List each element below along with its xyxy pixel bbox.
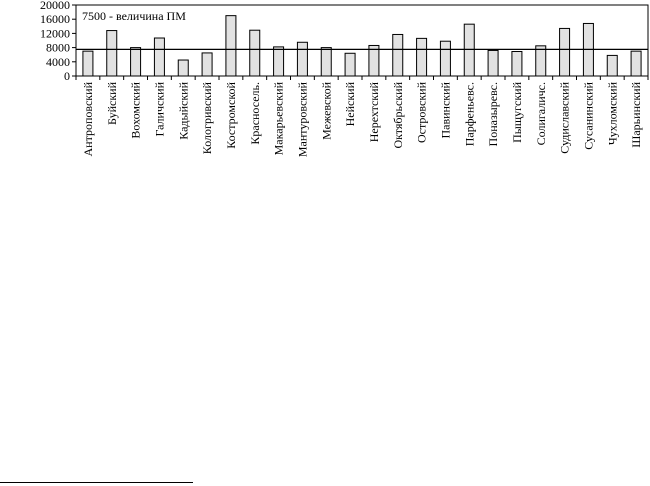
x-tick-label: Солигаличс. [534, 82, 548, 145]
x-tick-label: Красносель. [248, 82, 262, 145]
x-tick-label: Поназыревс. [486, 82, 500, 146]
y-tick-label: 0 [64, 69, 70, 83]
y-tick-label: 4000 [46, 55, 70, 69]
x-tick-label: Галичский [152, 81, 166, 136]
x-tick-label: Мантуровский [295, 81, 309, 157]
x-tick-label: Нейский [343, 81, 357, 126]
x-tick-label: Костромской [224, 81, 238, 148]
bar-24 [630, 50, 642, 77]
x-tick-label: Октябрьский [391, 81, 405, 148]
y-tick-label: 12000 [40, 26, 70, 40]
bar-13 [368, 44, 380, 77]
x-tick-label: Судиславский [558, 81, 572, 153]
x-tick-label: Буйский [105, 81, 119, 125]
bar-4 [153, 37, 165, 77]
bar-9 [273, 46, 285, 77]
x-axis: Антроповский Буйский Вохомский Галичский Кад… [75, 76, 649, 157]
bar-16 [439, 40, 451, 77]
bar-3 [130, 47, 142, 77]
bar-7 [225, 15, 237, 77]
x-tick-label: Парфеньевс. [462, 82, 476, 146]
bar-2 [106, 30, 118, 77]
bar-5 [177, 59, 189, 77]
x-tick-label: Нерехтский [367, 81, 381, 142]
bar-14 [392, 33, 404, 77]
x-tick-label: Макарьевский [272, 81, 286, 155]
bar-17 [463, 23, 475, 77]
y-tick-label: 8000 [46, 41, 70, 55]
bar-6 [201, 52, 213, 77]
footnote-separator [0, 482, 193, 483]
bar-11 [320, 47, 332, 77]
bars [82, 15, 642, 77]
x-tick-label: Пыщугский [510, 81, 524, 142]
x-tick-label: Сусанинский [581, 81, 595, 149]
x-tick-label: Межевской [319, 81, 333, 139]
x-tick-label: Островский [415, 81, 429, 143]
x-tick-label: Вохомский [129, 81, 143, 138]
bar-8 [249, 29, 261, 77]
bar-12 [344, 52, 356, 77]
bar-10 [296, 41, 308, 77]
x-tick-label: Шарьинский [629, 81, 643, 147]
bar-19 [511, 51, 523, 77]
bar-23 [606, 54, 618, 77]
bar-1 [82, 50, 94, 77]
bar-20 [535, 45, 547, 77]
x-tick-label: Кадыйский [176, 81, 190, 139]
y-tick-label: 20000 [40, 0, 70, 12]
bar-18 [487, 49, 499, 77]
bar-21 [559, 27, 571, 77]
x-tick-label: Антроповский [81, 81, 95, 156]
reference-line-label: 7500 - величина ПМ [82, 9, 186, 23]
x-tick-label: Чухломский [605, 81, 619, 145]
x-tick-label: Кологривский [200, 81, 214, 154]
y-tick-label: 16000 [40, 12, 70, 26]
x-tick-label: Павинский [438, 81, 452, 138]
bar-15 [416, 37, 428, 77]
